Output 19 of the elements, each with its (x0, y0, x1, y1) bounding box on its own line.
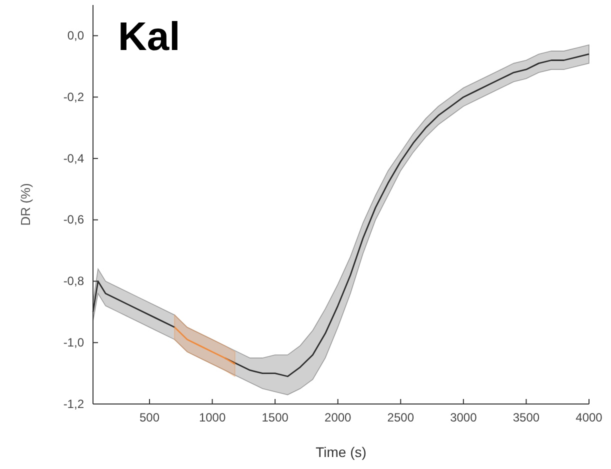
y-tick-label: -0,4 (63, 151, 84, 166)
x-tick-label: 1000 (198, 410, 226, 424)
chart-title: Kal (118, 15, 180, 59)
y-tick-label: -0,2 (63, 90, 84, 104)
x-tick-label: 2500 (387, 410, 414, 424)
line-series (174, 326, 236, 365)
x-tick-label: 3500 (512, 410, 540, 424)
y-tick-label: 0,0 (67, 28, 84, 43)
y-tick-label: -1,0 (63, 335, 84, 350)
y-tick-label: -0,6 (63, 212, 84, 227)
y-tick-label: -0,8 (63, 274, 84, 288)
x-tick-label: 1500 (262, 410, 289, 424)
x-tick-label: 3000 (450, 410, 478, 424)
y-tick-label: -1,2 (63, 396, 84, 411)
x-tick-label: 500 (139, 410, 160, 424)
x-tick-label: 2000 (324, 410, 352, 424)
x-axis-title: Time (s) (316, 444, 366, 460)
x-tick-label: 4000 (576, 410, 603, 424)
y-axis-title: DR (%) (18, 183, 33, 226)
